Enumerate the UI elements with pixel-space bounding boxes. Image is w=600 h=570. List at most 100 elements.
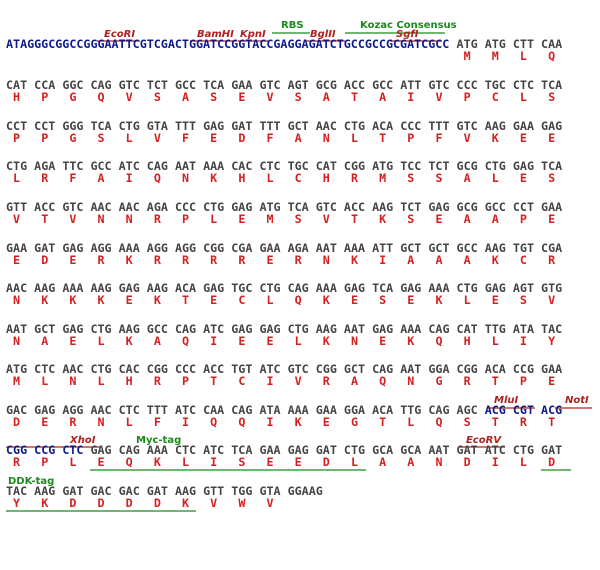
codon: GCA	[372, 443, 393, 457]
codon: GAT	[62, 484, 83, 498]
codon: GGA	[428, 362, 449, 376]
amino-acid: K	[98, 293, 105, 307]
codon: ATA	[259, 403, 280, 417]
codon: AAA	[62, 281, 83, 295]
codon: GCT	[288, 119, 309, 133]
codon: GAA	[513, 119, 534, 133]
amino-acid: M	[492, 49, 499, 63]
amino-acid: M	[464, 49, 471, 63]
codon: AAG	[34, 484, 55, 498]
codon: TTT	[428, 119, 449, 133]
feature-label: SgfI	[396, 29, 419, 40]
codon: GAG	[34, 403, 55, 417]
codon: GAG	[203, 119, 224, 133]
amino-acid: L	[69, 455, 76, 469]
amino-acid: L	[210, 212, 217, 226]
codon: AAA	[344, 241, 365, 255]
amino-acid: S	[210, 90, 217, 104]
amino-acid: K	[435, 293, 442, 307]
amino-acid: V	[295, 374, 302, 388]
codon: GTT	[203, 484, 224, 498]
codon: AGT	[288, 78, 309, 92]
amino-acid: N	[351, 334, 358, 348]
amino-acid: D	[126, 496, 133, 510]
codon: CTG	[344, 119, 365, 133]
amino-acid: E	[238, 90, 245, 104]
amino-acid: F	[435, 131, 442, 145]
amino-acid: P	[41, 131, 48, 145]
amino-acid: V	[210, 496, 217, 510]
codon: GAG	[203, 281, 224, 295]
amino-acid: H	[238, 171, 245, 185]
amino-acid: Q	[295, 293, 302, 307]
amino-acid: E	[69, 334, 76, 348]
codon: TCA	[372, 281, 393, 295]
amino-acid: L	[266, 293, 273, 307]
amino-acid: S	[435, 171, 442, 185]
codon: GTC	[316, 200, 337, 214]
codon: CCT	[513, 200, 534, 214]
codon: CGG	[147, 362, 168, 376]
amino-acid: T	[41, 212, 48, 226]
codon: CCC	[457, 78, 478, 92]
codon: GCC	[372, 78, 393, 92]
codon: ATG	[372, 159, 393, 173]
codon: AAC	[62, 362, 83, 376]
codon: GAA	[259, 443, 280, 457]
amino-acid: I	[266, 415, 273, 429]
codon: AAG	[147, 281, 168, 295]
amino-acid: I	[126, 171, 133, 185]
amino-acid: H	[323, 171, 330, 185]
amino-acid: L	[126, 415, 133, 429]
amino-acid: Q	[379, 374, 386, 388]
amino-acid: Q	[182, 334, 189, 348]
codon: AAG	[119, 322, 140, 336]
codon: AGG	[90, 241, 111, 255]
amino-acid: R	[13, 455, 21, 469]
codon: GTC	[259, 78, 280, 92]
codon: ATT	[400, 78, 421, 92]
amino-acid: F	[182, 131, 189, 145]
codon: ATC	[119, 159, 140, 173]
amino-acid: N	[13, 293, 20, 307]
codon: ATC	[259, 362, 280, 376]
codon: GTC	[457, 119, 478, 133]
amino-acid: R	[154, 212, 162, 226]
amino-acid: S	[407, 212, 414, 226]
codon: CCG	[34, 443, 55, 457]
amino-acid: R	[154, 253, 162, 267]
codon: GAG	[231, 322, 252, 336]
amino-acid: L	[520, 455, 527, 469]
amino-acid: S	[520, 293, 527, 307]
codon: GAG	[231, 200, 252, 214]
amino-acid: K	[154, 293, 161, 307]
amino-acid: E	[238, 212, 245, 226]
codon: TCT	[428, 159, 449, 173]
amino-acid: L	[295, 334, 302, 348]
codon: AAG	[34, 281, 55, 295]
codon: GAG	[513, 159, 534, 173]
amino-acid: S	[154, 90, 161, 104]
codon: CAG	[428, 403, 449, 417]
codon: TCA	[541, 159, 562, 173]
amino-acid: I	[266, 374, 273, 388]
amino-acid: K	[492, 131, 499, 145]
codon: ATC	[485, 443, 506, 457]
codon: TAC	[541, 322, 562, 336]
amino-acid: C	[520, 253, 527, 267]
amino-acid: E	[295, 455, 302, 469]
codon: TGC	[288, 159, 309, 173]
codon: AAA	[147, 443, 168, 457]
codon: AAT	[400, 362, 421, 376]
amino-acid: L	[492, 334, 499, 348]
codon: TTT	[259, 119, 280, 133]
amino-acid: D	[13, 415, 20, 429]
codon: GAC	[119, 484, 140, 498]
amino-acid: R	[154, 374, 162, 388]
amino-acid: N	[323, 253, 330, 267]
codon: GCG	[316, 78, 337, 92]
amino-acid: D	[464, 455, 471, 469]
codon: AAC	[6, 281, 27, 295]
codon: TTT	[147, 403, 168, 417]
codon: CAT	[316, 159, 337, 173]
